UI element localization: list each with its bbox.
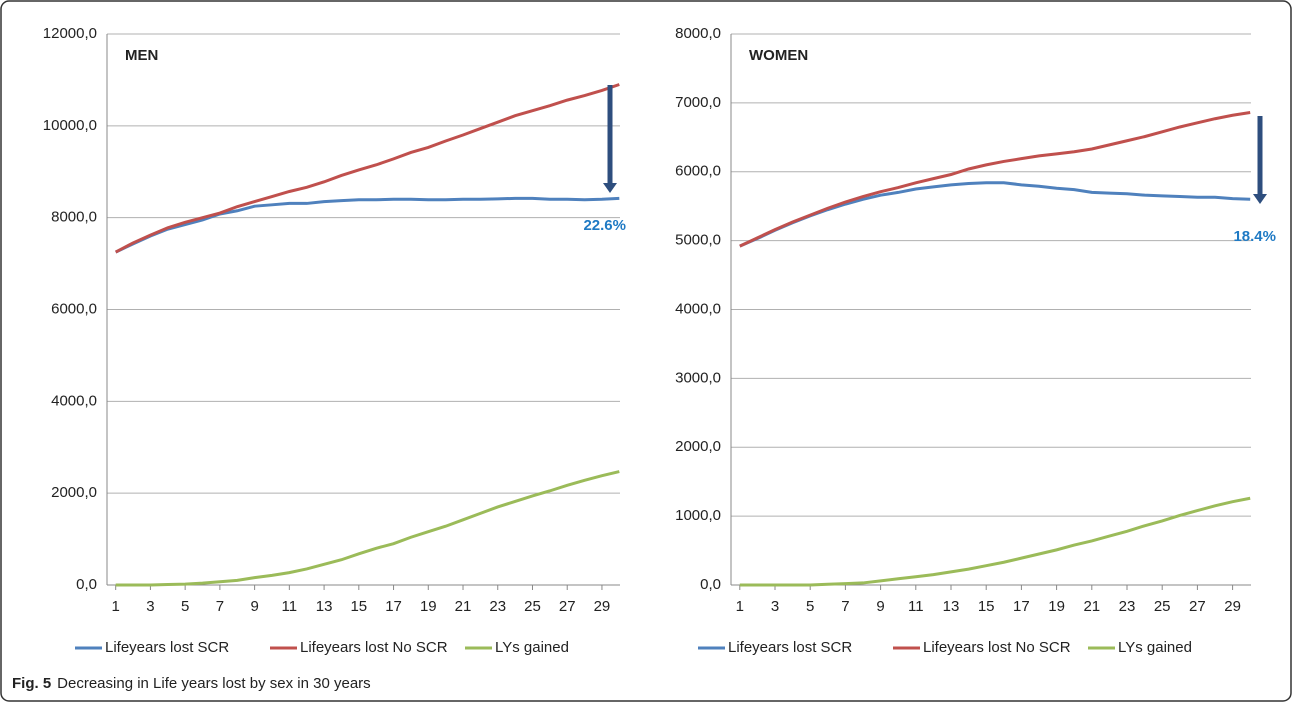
x-tick-label: 17 <box>1013 598 1030 615</box>
x-tick-label: 27 <box>559 598 576 615</box>
y-tick-label: 12000,0 <box>43 25 97 42</box>
x-tick-label: 23 <box>489 598 506 615</box>
x-tick-label: 7 <box>841 598 849 615</box>
caption-label: Fig. 5 <box>12 675 51 692</box>
y-tick-label: 0,0 <box>76 576 97 593</box>
arrow-head <box>1253 194 1267 204</box>
x-tick-label: 29 <box>1224 598 1241 615</box>
legend-label: Lifeyears lost SCR <box>728 639 852 656</box>
caption-text: Decreasing in Life years lost by sex in … <box>57 675 370 692</box>
chart-title: WOMEN <box>749 47 808 64</box>
y-tick-label: 4000,0 <box>675 300 721 317</box>
x-tick-label: 7 <box>216 598 224 615</box>
legend-label: Lifeyears lost SCR <box>105 639 229 656</box>
chart-title: MEN <box>125 47 158 64</box>
x-tick-label: 25 <box>1154 598 1171 615</box>
x-tick-label: 25 <box>524 598 541 615</box>
x-tick-label: 1 <box>112 598 120 615</box>
x-tick-label: 15 <box>350 598 367 615</box>
annotation: 18.4% <box>1233 228 1276 245</box>
y-tick-label: 0,0 <box>700 576 721 593</box>
legend-label: Lifeyears lost No SCR <box>923 639 1071 656</box>
y-tick-label: 2000,0 <box>51 484 97 501</box>
x-tick-label: 11 <box>282 598 298 615</box>
legend-label: LYs gained <box>495 639 569 656</box>
x-tick-label: 21 <box>1083 598 1100 615</box>
x-tick-label: 19 <box>1048 598 1065 615</box>
y-tick-label: 1000,0 <box>675 507 721 524</box>
x-tick-label: 3 <box>146 598 154 615</box>
x-tick-label: 1 <box>736 598 744 615</box>
series-line <box>739 111 1251 248</box>
x-tick-label: 9 <box>250 598 258 615</box>
legend-label: Lifeyears lost No SCR <box>300 639 448 656</box>
y-tick-label: 6000,0 <box>51 300 97 317</box>
y-tick-label: 8000,0 <box>675 25 721 42</box>
caption: Fig. 5 Decreasing in Life years lost by s… <box>12 675 371 692</box>
series-line <box>114 83 620 254</box>
y-tick-label: 6000,0 <box>675 163 721 180</box>
arrow-head <box>603 183 617 193</box>
y-tick-label: 10000,0 <box>43 117 97 134</box>
series-line <box>115 196 620 254</box>
y-tick-label: 2000,0 <box>675 438 721 455</box>
y-tick-label: 3000,0 <box>675 369 721 386</box>
x-tick-label: 27 <box>1189 598 1206 615</box>
series-line <box>739 496 1251 587</box>
x-tick-label: 9 <box>876 598 884 615</box>
x-tick-label: 13 <box>316 598 333 615</box>
x-tick-label: 17 <box>385 598 402 615</box>
legend-label: LYs gained <box>1118 639 1192 656</box>
x-tick-label: 5 <box>806 598 814 615</box>
y-tick-label: 8000,0 <box>51 209 97 226</box>
y-tick-label: 7000,0 <box>675 94 721 111</box>
x-tick-label: 11 <box>908 598 924 615</box>
x-tick-label: 5 <box>181 598 189 615</box>
x-tick-label: 13 <box>943 598 960 615</box>
annotation: 22.6% <box>583 217 626 234</box>
x-tick-label: 19 <box>420 598 437 615</box>
series-line <box>115 470 620 587</box>
y-tick-label: 4000,0 <box>51 392 97 409</box>
x-tick-label: 3 <box>771 598 779 615</box>
x-tick-label: 15 <box>978 598 995 615</box>
x-tick-label: 23 <box>1119 598 1136 615</box>
x-tick-label: 29 <box>594 598 611 615</box>
y-tick-label: 5000,0 <box>675 232 721 249</box>
x-tick-label: 21 <box>455 598 472 615</box>
